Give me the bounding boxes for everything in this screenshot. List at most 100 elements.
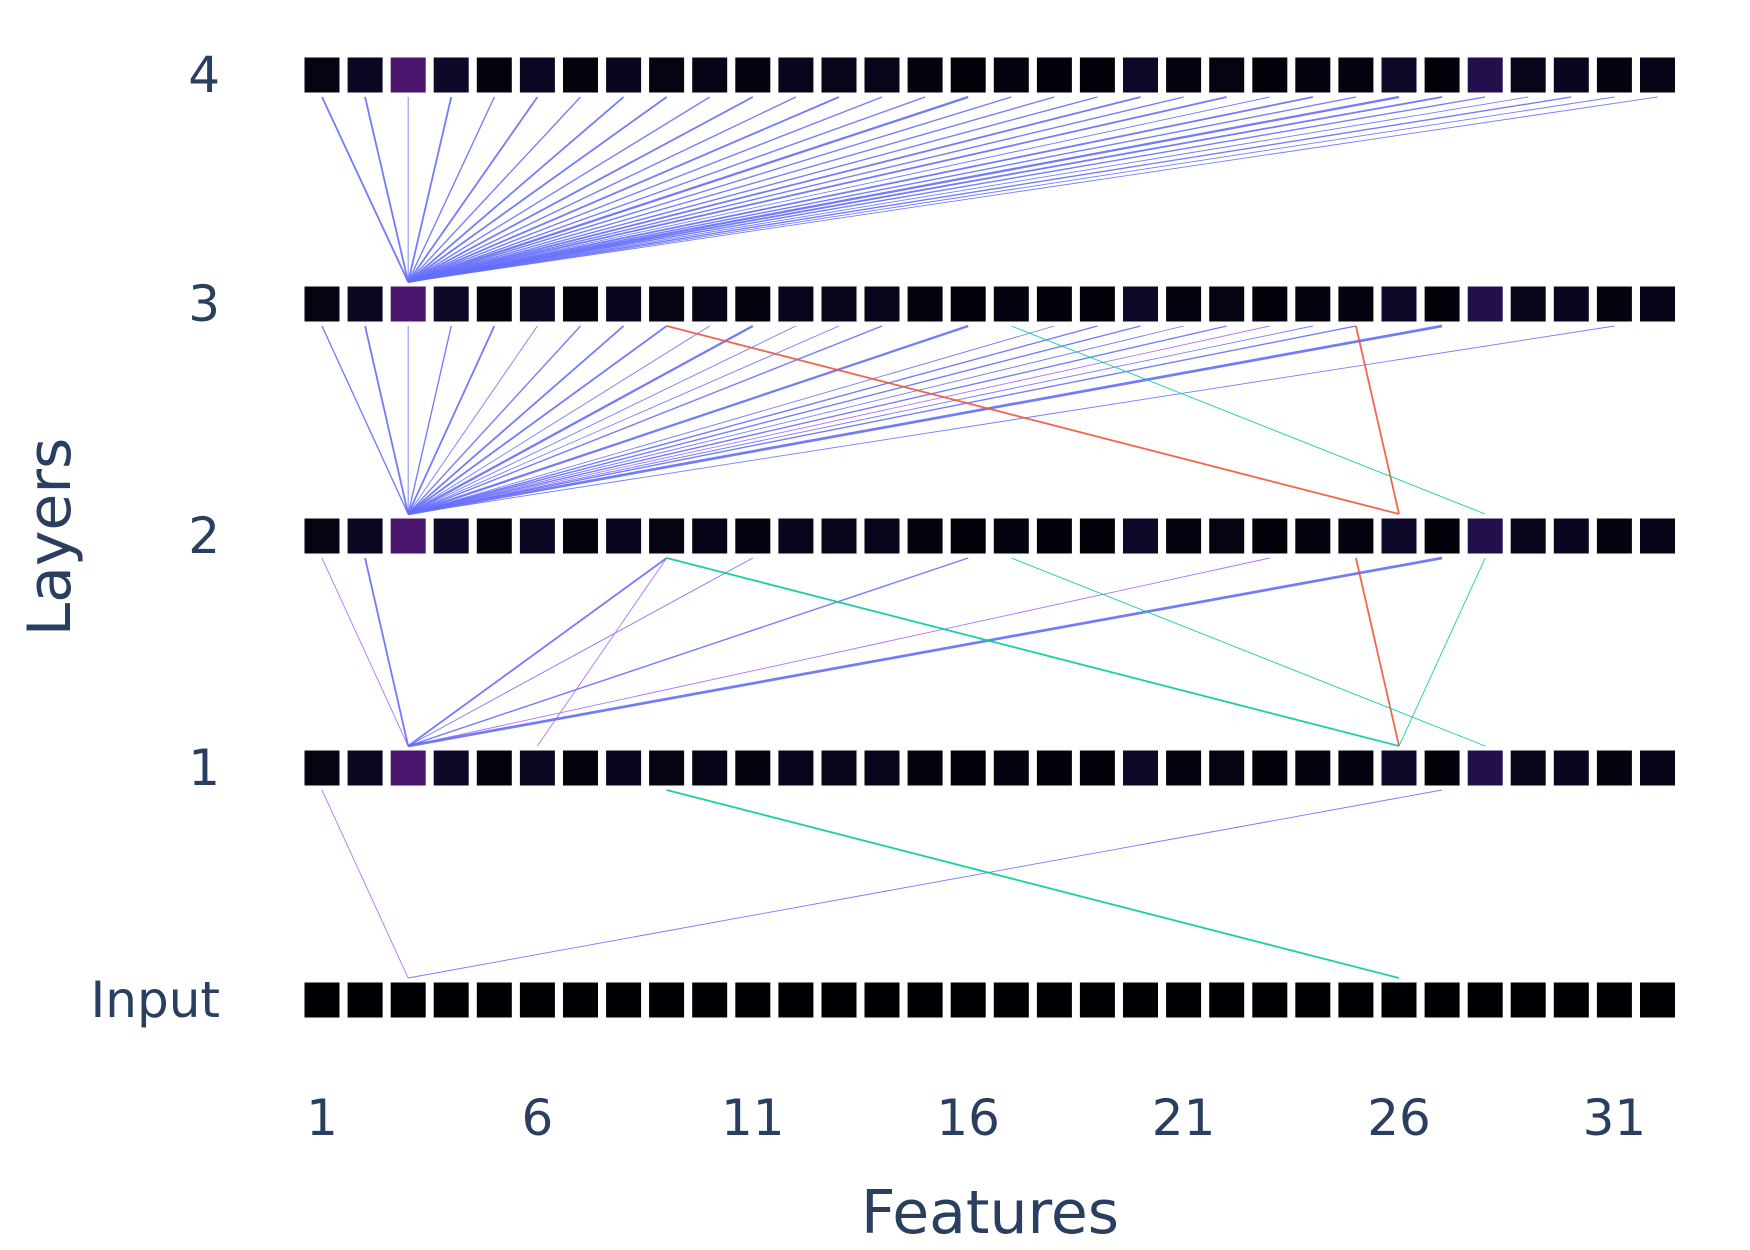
heatmap-cell (1079, 518, 1115, 554)
layer-tick-label: Input (91, 971, 220, 1029)
heatmap-cell (821, 750, 857, 786)
heatmap-cell (563, 57, 598, 93)
connection-line (407, 324, 969, 516)
heatmap-cell (1123, 518, 1158, 554)
heatmap-cell (390, 57, 426, 93)
heatmap-cell (1295, 286, 1331, 322)
heatmap-cell (519, 982, 555, 1018)
connection-line (408, 96, 1529, 283)
heatmap-cell (1166, 286, 1202, 322)
y-axis-title: Layers (15, 438, 85, 637)
connection-line (408, 96, 1443, 283)
heatmap-cell (821, 286, 857, 322)
connection-line (408, 325, 1313, 515)
connection-line (321, 789, 409, 979)
heatmap-cell (1424, 982, 1460, 1018)
heatmap-cell (1295, 57, 1331, 93)
heatmap-cell (1510, 982, 1546, 1018)
connection-line (408, 325, 1357, 515)
layer-tick-label: 2 (188, 507, 220, 565)
heatmap-cell (1123, 982, 1158, 1018)
heatmap-cell (1510, 750, 1546, 786)
connection-line (407, 96, 754, 283)
heatmap-cell (821, 982, 857, 1018)
heatmap-cell (347, 286, 383, 322)
heatmap-cell (1596, 518, 1632, 554)
heatmap-cell (433, 57, 469, 93)
heatmap-cell (1596, 982, 1632, 1018)
heatmap-cell (735, 57, 771, 93)
connection-line (407, 96, 581, 283)
heatmap-cell (304, 518, 340, 554)
heatmap-cell (304, 750, 340, 786)
heatmap-cell (907, 286, 943, 322)
heatmap-cell (1640, 982, 1675, 1018)
heatmap-cell (1252, 982, 1288, 1018)
heatmap-cell (864, 286, 900, 322)
heatmap-cell (1381, 982, 1417, 1018)
connection-line (364, 325, 410, 515)
heatmap-cell (993, 57, 1029, 93)
heatmap-cell (1295, 518, 1331, 554)
connection-line (407, 96, 926, 283)
connection-line (407, 96, 668, 283)
feature-tick-label: 21 (1152, 1089, 1216, 1147)
heatmap-cell (864, 982, 900, 1018)
heatmap-cell (1467, 286, 1503, 322)
connection-line (408, 325, 1227, 515)
heatmap-cell (1166, 982, 1202, 1018)
connection-line (407, 325, 625, 515)
heatmap-cell (993, 982, 1029, 1018)
connection-line (364, 557, 410, 747)
connection-line (407, 325, 883, 515)
heatmap-cell (1166, 518, 1202, 554)
connection-line (321, 325, 409, 515)
heatmap-cell (649, 286, 685, 322)
connection-line (407, 325, 452, 515)
heatmap-cell (778, 286, 814, 322)
heatmap-cell (1596, 57, 1632, 93)
heatmap-cell (1467, 57, 1503, 93)
heatmap-cell (1252, 750, 1288, 786)
heatmap-cell (950, 518, 986, 554)
heatmap-cell (1166, 750, 1202, 786)
connection-line (407, 325, 496, 515)
heatmap-cell (347, 982, 383, 1018)
layer-tick-label: 1 (188, 739, 220, 797)
heatmap-cell (778, 982, 814, 1018)
heatmap-cell (1338, 982, 1374, 1018)
heatmap-cell (1036, 750, 1072, 786)
heatmap-cell (649, 518, 685, 554)
heatmap-cell (864, 57, 900, 93)
heatmap-cell (433, 518, 469, 554)
heatmap-cell (1381, 750, 1417, 786)
heatmap-cell (433, 750, 469, 786)
heatmap-cell (1596, 750, 1632, 786)
heatmap-cell (1338, 57, 1374, 93)
heatmap-cell (1252, 518, 1288, 554)
heatmap-cell (1338, 286, 1374, 322)
connection-line (407, 96, 1141, 283)
heatmap-cell (1295, 982, 1331, 1018)
feature-tick-label: 11 (721, 1089, 785, 1147)
heatmap-cell (1209, 57, 1245, 93)
heatmap-cell (347, 57, 383, 93)
connection-line (408, 325, 1270, 515)
heatmap-cell (1510, 57, 1546, 93)
feature-tick-label: 1 (306, 1089, 338, 1147)
heatmap-cell (1209, 286, 1245, 322)
connection-line (407, 96, 539, 283)
heatmap-cell (993, 286, 1029, 322)
heatmap-cell (1640, 518, 1675, 554)
connection-line (408, 325, 1615, 515)
connection-line (537, 557, 668, 747)
heatmap-cell (347, 750, 383, 786)
heatmap-cell (476, 750, 512, 786)
heatmap-cell (1596, 286, 1632, 322)
connection-line (1355, 557, 1400, 747)
connection-line (408, 789, 1443, 979)
heatmap-cell (347, 518, 383, 554)
layer-tick-label: 3 (188, 275, 220, 333)
heatmap-cell (1640, 57, 1675, 93)
heatmap-cell (304, 57, 340, 93)
